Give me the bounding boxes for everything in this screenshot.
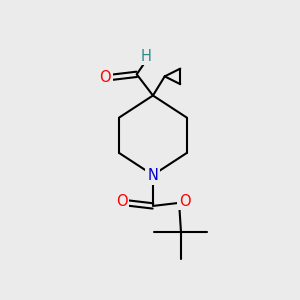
Text: H: H — [140, 49, 151, 64]
Text: N: N — [148, 167, 158, 182]
Text: O: O — [178, 194, 190, 209]
Text: O: O — [116, 194, 127, 209]
Text: O: O — [99, 70, 111, 85]
